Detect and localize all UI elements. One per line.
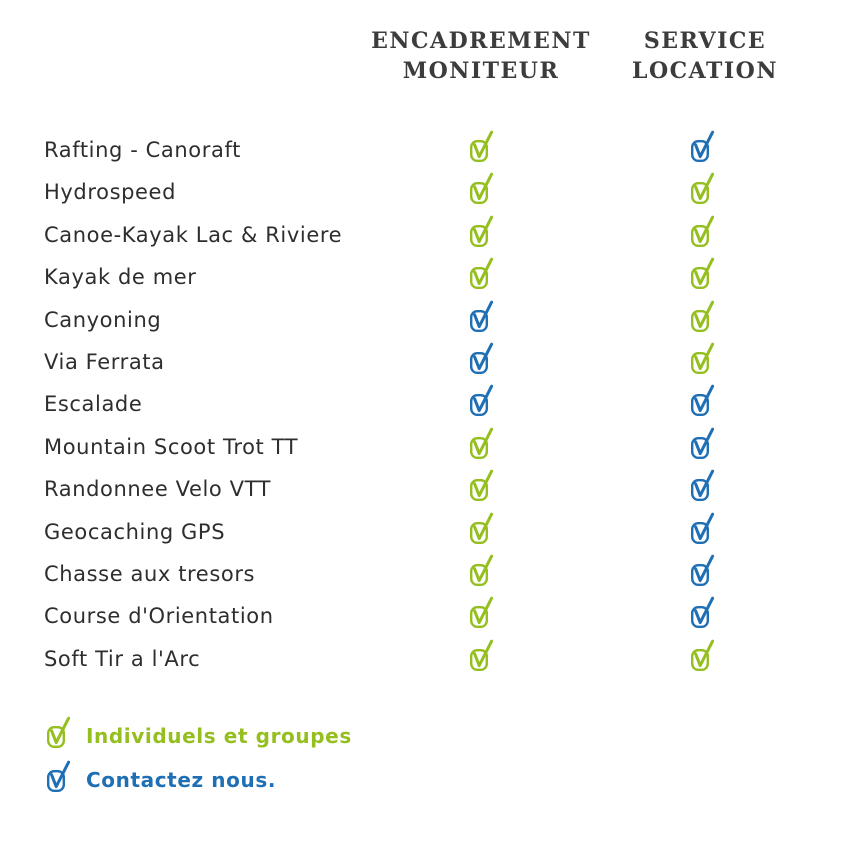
column-header-service: SERVICE LOCATION: [612, 26, 798, 86]
check-icon: [690, 554, 716, 588]
check-icon: [690, 342, 716, 376]
legend-item-green: Individuels et groupes: [46, 716, 466, 750]
legend-label: Contactez nous.: [86, 768, 277, 792]
column-header-encadrement: ENCADREMENT MONITEUR: [350, 26, 612, 86]
check-icon: [469, 300, 495, 334]
check-icon: [690, 512, 716, 546]
check-icon: [46, 716, 72, 750]
activity-label: Canoe-Kayak Lac & Riviere: [44, 222, 343, 247]
table-row: Course d'Orientation: [0, 596, 850, 638]
table-row: Canoe-Kayak Lac & Riviere: [0, 215, 850, 257]
table-row: Hydrospeed: [0, 172, 850, 214]
check-icon: [690, 172, 716, 206]
table-row: Rafting - Canoraft: [0, 130, 850, 172]
check-icon: [690, 384, 716, 418]
check-icon: [690, 469, 716, 503]
activity-table: Rafting - Canoraft Hydrospeed Canoe-Kayak …: [0, 130, 850, 681]
activity-label: Randonnee Velo VTT: [44, 477, 272, 502]
check-icon: [469, 172, 495, 206]
check-icon: [469, 215, 495, 249]
check-icon: [690, 300, 716, 334]
column-header-line: SERVICE: [643, 28, 767, 54]
check-icon: [690, 257, 716, 291]
column-header-line: ENCADREMENT: [371, 28, 591, 54]
activity-label: Soft Tir a l'Arc: [44, 646, 201, 671]
check-icon: [690, 215, 716, 249]
column-header-line: MONITEUR: [402, 58, 560, 84]
activity-label: Via Ferrata: [44, 349, 165, 374]
legend-label: Individuels et groupes: [86, 724, 352, 748]
legend-item-blue: Contactez nous.: [46, 760, 466, 794]
check-icon: [690, 427, 716, 461]
table-row: Kayak de mer: [0, 257, 850, 299]
activity-label: Escalade: [44, 392, 143, 417]
column-header-line: LOCATION: [632, 58, 778, 84]
check-icon: [469, 639, 495, 673]
table-row: Geocaching GPS: [0, 512, 850, 554]
table-row: Chasse aux tresors: [0, 554, 850, 596]
check-icon: [469, 130, 495, 164]
activity-label: Kayak de mer: [44, 265, 197, 290]
activity-label: Chasse aux tresors: [44, 561, 256, 586]
activity-label: Rafting - Canoraft: [44, 138, 241, 162]
table-row: Escalade: [0, 384, 850, 426]
activity-label: Canyoning: [44, 307, 162, 332]
check-icon: [469, 554, 495, 588]
check-icon: [690, 130, 716, 164]
table-row: Canyoning: [0, 300, 850, 342]
activity-label: Geocaching GPS: [44, 519, 226, 544]
check-icon: [469, 257, 495, 291]
table-row: Mountain Scoot Trot TT: [0, 427, 850, 469]
check-icon: [469, 512, 495, 546]
check-icon: [469, 427, 495, 461]
check-icon: [690, 639, 716, 673]
table-row: Via Ferrata: [0, 342, 850, 384]
table-row: Randonnee Velo VTT: [0, 469, 850, 511]
check-icon: [46, 760, 72, 794]
check-icon: [469, 384, 495, 418]
check-icon: [469, 596, 495, 630]
activity-label: Mountain Scoot Trot TT: [44, 434, 299, 459]
activity-label: Hydrospeed: [44, 180, 177, 205]
check-icon: [469, 469, 495, 503]
table-row: Soft Tir a l'Arc: [0, 639, 850, 681]
check-icon: [690, 596, 716, 630]
check-icon: [469, 342, 495, 376]
activity-label: Course d'Orientation: [44, 604, 274, 629]
